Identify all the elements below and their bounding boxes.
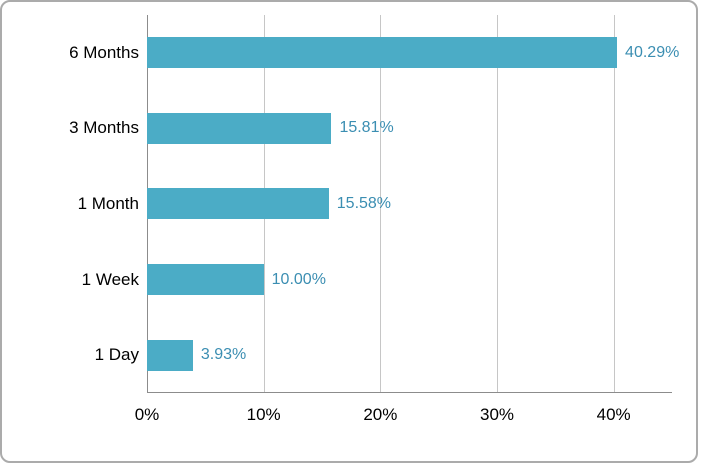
bar — [147, 339, 193, 371]
x-tick-label: 20% — [363, 405, 398, 424]
value-label: 15.58% — [336, 194, 392, 212]
category-row: 6 Months — [2, 15, 139, 91]
bar — [147, 37, 618, 69]
plot-area: 40.29% 15.81% 15.58% 10.00% 3.93% — [147, 15, 679, 393]
bar-row: 15.81% — [147, 91, 672, 167]
gridline — [380, 15, 382, 392]
category-row: 1 Day — [2, 317, 139, 393]
category-label: 6 Months — [69, 42, 139, 62]
value-label: 40.29% — [625, 43, 680, 61]
category-label: 1 Month — [77, 193, 139, 213]
gridline — [613, 15, 615, 392]
bar-row: 10.00% — [147, 242, 672, 318]
value-label: 15.81% — [339, 119, 394, 137]
value-label: 10.00% — [271, 270, 326, 288]
x-tick-label: 40% — [596, 405, 631, 424]
x-tick-label: 30% — [479, 405, 515, 424]
category-label: 3 Months — [69, 118, 139, 138]
category-label: 1 Day — [94, 345, 139, 365]
category-row: 1 Month — [2, 166, 139, 242]
value-label: 3.93% — [200, 346, 247, 364]
bar — [147, 188, 329, 220]
bar-row: 40.29% — [147, 15, 679, 91]
category-row: 3 Months — [2, 91, 139, 167]
bar-row: 3.93% — [147, 317, 672, 393]
x-tick-label: 10% — [246, 405, 281, 424]
bar — [147, 264, 264, 296]
category-row: 1 Week — [2, 242, 139, 318]
bar — [147, 112, 332, 144]
x-tick-label: 0% — [134, 405, 160, 424]
bar-row: 15.58% — [147, 166, 672, 242]
category-label: 1 Week — [81, 269, 139, 289]
gridline — [497, 15, 498, 392]
